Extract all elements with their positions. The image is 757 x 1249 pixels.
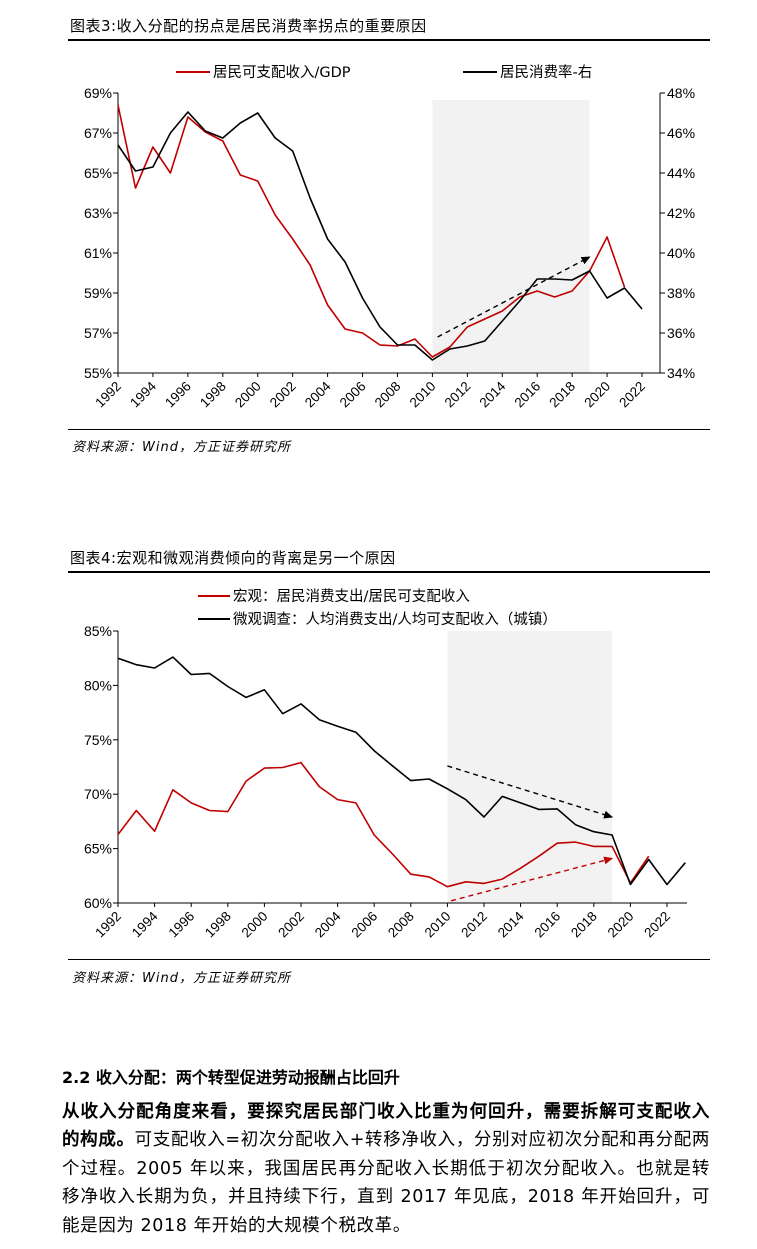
- y-tick-label: 75%: [84, 732, 112, 748]
- x-tick-label: 2002: [267, 379, 299, 411]
- y2-tick-label: 38%: [667, 285, 695, 301]
- y-tick-label: 63%: [84, 205, 112, 221]
- x-tick-label: 2018: [546, 379, 578, 411]
- figure-3-top-rule: [68, 39, 710, 41]
- x-tick-label: 2010: [407, 379, 439, 411]
- x-tick-label: 2000: [232, 379, 264, 411]
- x-tick-label: 2018: [568, 909, 600, 941]
- chart-macro-vs-micro-propensity: 60%65%70%75%80%85%1992 1994 1996 1998 2000 20…: [84, 588, 687, 941]
- x-tick-label: 2006: [337, 379, 369, 411]
- x-tick-label: 2004: [302, 378, 334, 410]
- x-tick-label: 2008: [372, 379, 404, 411]
- x-tick-label: 1998: [202, 909, 234, 941]
- x-tick-label: 2010: [422, 909, 454, 941]
- figure-3-title: 图表3:收入分配的拐点是居民消费率拐点的重要原因: [70, 17, 427, 35]
- legend-label-0: 宏观：居民消费支出/居民可支配收入: [233, 588, 470, 605]
- legend-label-1: 微观调查：人均消费支出/人均可支配收入（城镇）: [233, 611, 557, 628]
- figure-4-source: 资料来源：Wind，方正证券研究所: [72, 971, 291, 986]
- series-line-1: [117, 656, 686, 886]
- x-tick-label: 2022: [616, 379, 648, 411]
- x-tick-label: 2006: [348, 909, 380, 941]
- y2-tick-label: 46%: [667, 125, 695, 141]
- x-tick-label: 2002: [275, 909, 307, 941]
- x-tick-label: 2004: [312, 908, 344, 940]
- y-tick-label: 70%: [84, 786, 112, 802]
- x-tick-label: 2016: [531, 909, 563, 941]
- x-tick-label: 1998: [197, 379, 229, 411]
- y-tick-label: 85%: [84, 623, 112, 639]
- paragraph-bold-lead: 从收入分配角度来看，要探究居民部门收入比重为何回升，需要拆解可支配收入的构成。: [62, 1102, 710, 1151]
- shaded-period-2010-2019: [447, 631, 613, 903]
- x-tick-label: 2008: [385, 909, 417, 941]
- x-tick-label: 2014: [477, 378, 509, 410]
- chart-income-vs-consumption-rate: 55% 57% 59% 61% 63% 65% 67% 69% 34% 36% 38% 40% 42% 4…: [84, 64, 695, 411]
- y2-tick-label: 42%: [667, 205, 695, 221]
- legend-label-1: 居民消费率-右: [500, 64, 592, 81]
- series-line-0: [117, 104, 626, 358]
- y-tick-label: 59%: [84, 285, 112, 301]
- x-tick-label: 2012: [442, 379, 474, 411]
- y2-tick-label: 48%: [667, 85, 695, 101]
- y-tick-label: 69%: [84, 85, 112, 101]
- y-tick-label: 80%: [84, 677, 112, 693]
- x-tick-label: 2020: [581, 379, 613, 411]
- x-tick-label: 1994: [127, 378, 159, 410]
- y-tick-label: 65%: [84, 841, 112, 857]
- x-tick-label: 2012: [458, 909, 490, 941]
- y-tick-label: 65%: [84, 165, 112, 181]
- y-tick-label: 55%: [84, 365, 112, 381]
- y2-tick-label: 40%: [667, 245, 695, 261]
- y-tick-label: 67%: [84, 125, 112, 141]
- y-tick-label: 60%: [84, 895, 112, 911]
- figure-3-bottom-rule: [68, 429, 710, 430]
- x-tick-label: 1996: [165, 909, 197, 941]
- section-heading: 2.2 收入分配：两个转型促进劳动报酬占比回升: [62, 1068, 400, 1087]
- x-tick-label: 1996: [162, 379, 194, 411]
- x-tick-label: 1992: [92, 909, 124, 941]
- x-tick-label: 1994: [129, 908, 161, 940]
- y2-tick-label: 36%: [667, 325, 695, 341]
- x-tick-label: 1992: [92, 379, 124, 411]
- trend-arrow-0: [447, 765, 614, 819]
- figure-4-bottom-rule: [68, 959, 710, 960]
- figure-4-top-rule: [68, 571, 710, 573]
- trend-arrow-1: [450, 856, 614, 902]
- y-tick-label: 61%: [84, 245, 112, 261]
- y2-tick-label: 34%: [667, 365, 695, 381]
- x-tick-label: 2020: [605, 909, 637, 941]
- trend-arrow-0: [437, 256, 591, 338]
- x-tick-label: 2022: [641, 909, 673, 941]
- paragraph-text: 可支配收入=初次分配收入+转移净收入，分别对应初次分配和再分配两个过程。2005…: [62, 1130, 710, 1236]
- y-tick-label: 57%: [84, 325, 112, 341]
- shaded-period-2010-2019: [432, 100, 590, 373]
- x-tick-label: 2000: [239, 909, 271, 941]
- series-line-0: [117, 761, 650, 888]
- body-paragraph: 从收入分配角度来看，要探究居民部门收入比重为何回升，需要拆解可支配收入的构成。可…: [62, 1098, 710, 1240]
- x-tick-label: 2016: [511, 379, 543, 411]
- y2-tick-label: 44%: [667, 165, 695, 181]
- figure-4-title: 图表4:宏观和微观消费倾向的背离是另一个原因: [70, 549, 396, 567]
- figure-3-source: 资料来源：Wind，方正证券研究所: [72, 440, 291, 455]
- x-tick-label: 2014: [495, 908, 527, 940]
- legend-label-0: 居民可支配收入/GDP: [213, 64, 351, 81]
- series-line-1: [117, 111, 643, 361]
